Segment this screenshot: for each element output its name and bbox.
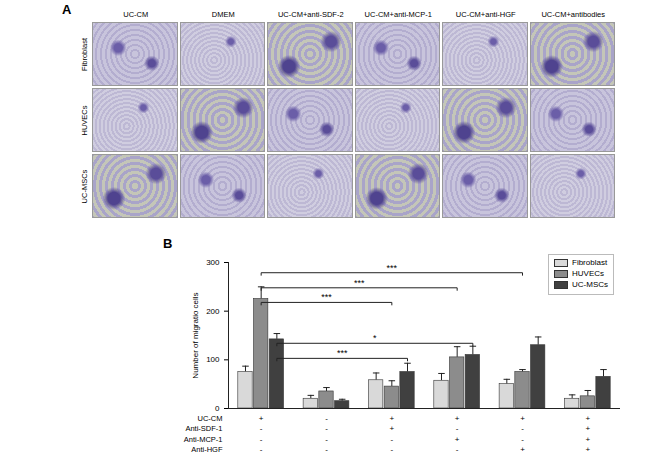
- svg-text:+: +: [455, 435, 460, 444]
- svg-text:+: +: [585, 424, 590, 433]
- svg-text:Number of migratio cells: Number of migratio cells: [191, 292, 200, 378]
- svg-text:-: -: [521, 424, 524, 433]
- svg-text:+: +: [520, 445, 525, 454]
- html-text:UC-CM+anti-MCP-1: UC-CM+anti-MCP-1: [364, 10, 432, 19]
- svg-text:-: -: [325, 414, 328, 423]
- svg-text:-: -: [521, 435, 524, 444]
- svg-text:0: 0: [215, 404, 220, 413]
- svg-text:-: -: [260, 424, 263, 433]
- html-text:UC-CM+anti-SDF-2: UC-CM+anti-SDF-2: [277, 10, 344, 19]
- svg-text:-: -: [325, 424, 328, 433]
- svg-text:-: -: [325, 445, 328, 454]
- svg-text:UC-CM: UC-CM: [198, 414, 223, 423]
- svg-text:***: ***: [387, 263, 398, 273]
- html-text:Fibroblast: Fibroblast: [572, 258, 608, 267]
- html-text:B: B: [163, 236, 173, 251]
- html-text:UC-CM+antibodies: UC-CM+antibodies: [541, 10, 605, 19]
- html-text:HUVECs: HUVECs: [572, 269, 604, 278]
- svg-text:+: +: [585, 435, 590, 444]
- svg-text:-: -: [456, 445, 459, 454]
- html-text:UC-CM+anti-HGF: UC-CM+anti-HGF: [455, 10, 516, 19]
- svg-text:+: +: [455, 414, 460, 423]
- svg-text:***: ***: [337, 348, 348, 358]
- html-text:UC-MSCs: UC-MSCs: [572, 280, 608, 289]
- svg-text:***: ***: [321, 292, 332, 302]
- svg-text:+: +: [389, 414, 394, 423]
- svg-text:+: +: [259, 414, 264, 423]
- svg-text:Anti-MCP-1: Anti-MCP-1: [184, 435, 223, 444]
- svg-text:300: 300: [206, 258, 220, 267]
- svg-text:-: -: [325, 435, 328, 444]
- svg-text:-: -: [390, 445, 393, 454]
- svg-text:Anti-HGF: Anti-HGF: [191, 445, 223, 454]
- svg-text:***: ***: [354, 278, 365, 288]
- svg-text:+: +: [389, 424, 394, 433]
- svg-text:-: -: [260, 445, 263, 454]
- html-text:Fibroblast: Fibroblast: [79, 38, 89, 71]
- html-text:UC-CM: UC-CM: [123, 10, 149, 19]
- svg-text:+: +: [585, 414, 590, 423]
- svg-text:Anti-SDF-1: Anti-SDF-1: [185, 424, 222, 433]
- svg-text:-: -: [390, 435, 393, 444]
- svg-text:-: -: [456, 424, 459, 433]
- svg-text:-: -: [260, 435, 263, 444]
- svg-text:+: +: [520, 414, 525, 423]
- svg-text:200: 200: [206, 307, 220, 316]
- html-text:UC-MSCs: UC-MSCs: [79, 169, 89, 204]
- svg-text:100: 100: [206, 355, 220, 364]
- html-text:A: A: [62, 2, 72, 17]
- svg-text:*: *: [373, 333, 377, 343]
- html-text:HUVECs: HUVECs: [79, 105, 89, 136]
- svg-text:+: +: [585, 445, 590, 454]
- html-text:DMEM: DMEM: [211, 10, 235, 19]
